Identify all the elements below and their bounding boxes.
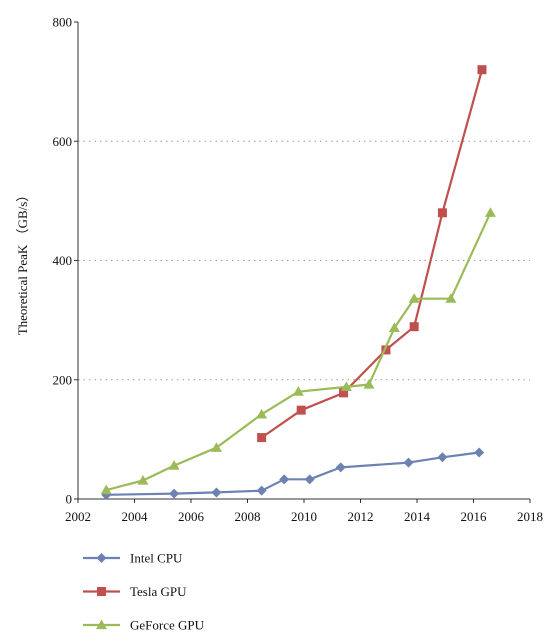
data-point	[210, 442, 222, 452]
x-tick-label: 2002	[65, 509, 91, 524]
x-tick-label: 2018	[517, 509, 543, 524]
data-point	[137, 475, 149, 485]
series-line-tesla-gpu	[260, 69, 484, 439]
data-point	[388, 322, 400, 333]
data-point	[437, 452, 448, 463]
x-tick-label: 2016	[461, 509, 488, 524]
data-point	[363, 379, 375, 389]
legend-item-tesla-gpu: Tesla GPU	[83, 584, 187, 599]
data-point	[403, 457, 414, 468]
data-point	[381, 345, 391, 355]
y-tick-label: 200	[53, 372, 73, 387]
legend-label: Intel CPU	[130, 551, 183, 566]
legend-label: Tesla GPU	[130, 584, 187, 599]
y-tick-label: 0	[66, 492, 73, 507]
data-point	[256, 408, 268, 419]
data-point	[168, 460, 180, 470]
data-point	[100, 484, 112, 495]
series-lines	[100, 65, 496, 500]
legend-item-geforce-gpu: GeForce GPU	[83, 618, 205, 633]
legend: Intel CPU Tesla GPU GeForce GPU	[83, 551, 205, 633]
series-line-geforce-gpu	[106, 212, 492, 492]
y-axis-label: Theoretical PeaK （GB/s）	[15, 189, 30, 336]
x-tick-label: 2012	[348, 509, 374, 524]
y-tick-label: 400	[53, 253, 73, 268]
data-point	[409, 322, 419, 332]
data-point	[335, 462, 346, 473]
data-point	[339, 388, 349, 398]
series-line-intel-cpu	[106, 451, 480, 496]
legend-marker	[96, 553, 107, 563]
data-point	[437, 208, 447, 218]
tick-labels: 0 200 400 600 800 2002 2004 2006 2008 2010 2012 201…	[53, 15, 544, 525]
series-intel-cpu	[101, 447, 485, 500]
data-point	[474, 447, 485, 458]
data-point	[292, 386, 304, 396]
legend-item-intel-cpu: Intel CPU	[83, 551, 183, 566]
x-tick-label: 2014	[404, 509, 431, 524]
x-tick-label: 2010	[291, 509, 317, 524]
x-tick-label: 2004	[122, 509, 149, 524]
y-tick-label: 800	[53, 15, 73, 30]
x-tick-label: 2008	[235, 509, 261, 524]
x-tick-label: 2006	[178, 509, 205, 524]
data-point	[445, 293, 457, 303]
data-point	[484, 207, 496, 217]
data-point	[169, 488, 180, 499]
series-geforce-gpu	[100, 207, 496, 495]
data-point	[211, 487, 222, 498]
legend-marker	[96, 619, 107, 630]
series-tesla-gpu	[257, 65, 487, 443]
data-point	[340, 381, 352, 392]
grid-lines	[78, 140, 530, 381]
legend-marker	[97, 587, 106, 596]
data-point	[477, 65, 487, 75]
data-point	[256, 485, 267, 496]
legend-label: GeForce GPU	[130, 618, 205, 633]
y-tick-label: 600	[53, 134, 73, 149]
data-point	[296, 405, 306, 415]
data-point	[408, 293, 420, 303]
data-point	[304, 474, 315, 485]
axes	[74, 21, 531, 503]
data-point	[257, 433, 267, 443]
data-point	[279, 474, 290, 485]
